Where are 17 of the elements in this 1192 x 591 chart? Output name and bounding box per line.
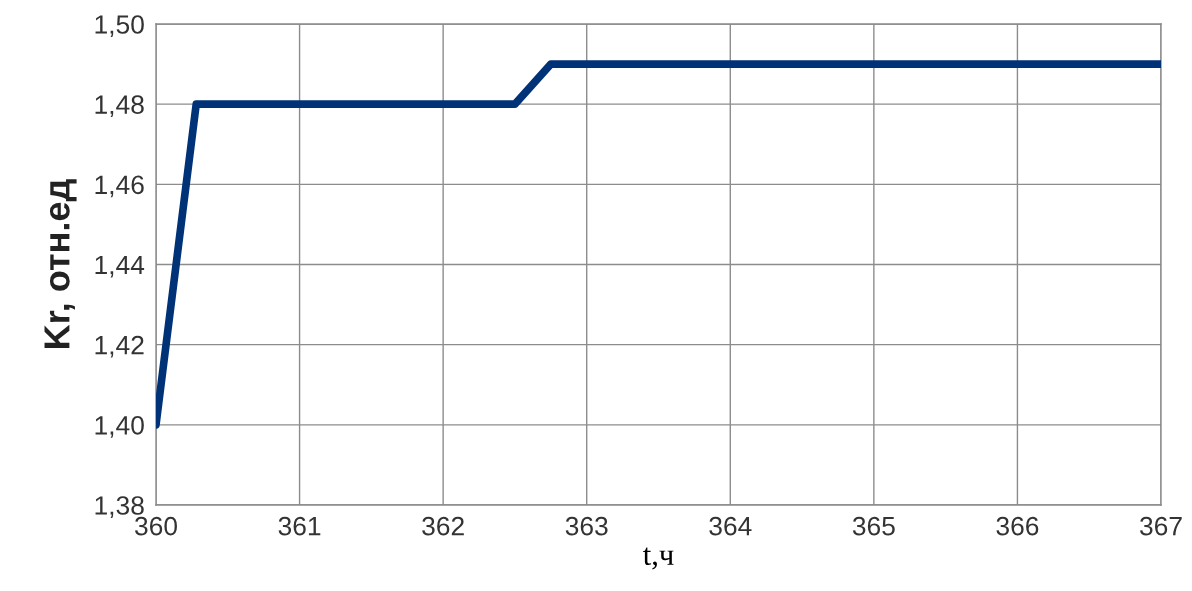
y-tick-label: 1,42 — [95, 335, 144, 358]
y-tick-label: 1,44 — [95, 255, 145, 278]
y-tick-label: 1,48 — [95, 95, 144, 118]
x-tick-label: 367 — [1139, 516, 1182, 536]
x-tick-label: 364 — [709, 516, 752, 536]
y-tick-label: 1,38 — [95, 496, 144, 518]
y-tick-label: 1,50 — [95, 15, 144, 37]
x-tick-label: 360 — [134, 516, 177, 536]
y-tick-label: 1,46 — [95, 175, 144, 198]
x-tick-label: 365 — [852, 516, 895, 536]
y-axis-title: Kr, отн.ед — [44, 179, 77, 349]
x-tick-label: 361 — [278, 516, 321, 536]
y-tick-label: 1,40 — [95, 415, 144, 438]
x-tick-label: 363 — [565, 516, 608, 536]
x-tick-label: 362 — [422, 516, 464, 536]
x-tick-label: 366 — [996, 516, 1039, 536]
x-axis-title: t,ч — [643, 547, 674, 570]
